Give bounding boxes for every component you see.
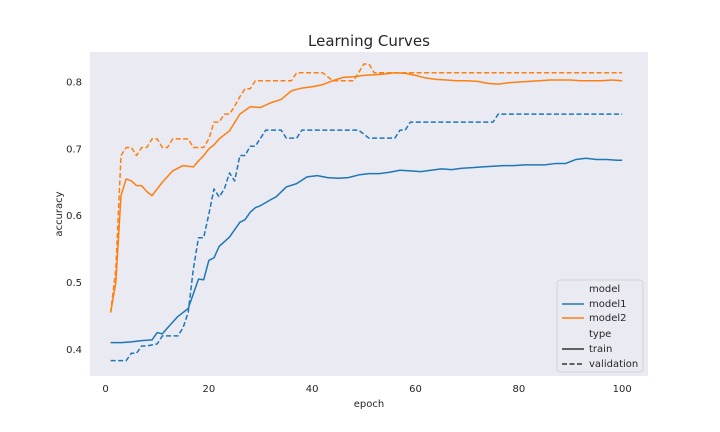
y-tick-label: 0.5 <box>66 278 82 289</box>
plot-area <box>90 52 648 376</box>
y-tick-label: 0.7 <box>66 144 82 155</box>
series-line-model2-validation <box>109 63 623 313</box>
legend: model model1 model2 type train validatio… <box>556 279 644 373</box>
x-axis-label: epoch <box>354 399 384 410</box>
x-tick-label: 60 <box>409 384 422 395</box>
y-tick-label: 0.6 <box>66 211 82 222</box>
legend-label-validation: validation <box>589 359 638 370</box>
series-line-model1-train <box>110 157 623 344</box>
x-tick-label: 20 <box>202 384 215 395</box>
y-tick-label: 0.4 <box>66 345 82 356</box>
legend-style-title: type <box>589 329 611 340</box>
y-tick-labels: 0.4 0.5 0.6 0.7 0.8 <box>66 78 82 356</box>
x-tick-label: 80 <box>512 384 525 395</box>
series-layer <box>109 63 623 362</box>
legend-label-model1: model1 <box>589 299 627 310</box>
x-tick-label: 40 <box>306 384 319 395</box>
legend-label-model2: model2 <box>589 313 627 324</box>
y-axis-label: accuracy <box>54 191 65 236</box>
legend-label-train: train <box>589 344 612 355</box>
x-tick-labels: 0 20 40 60 80 100 <box>102 384 631 395</box>
x-tick-label: 0 <box>102 384 108 395</box>
series-line-model1-validation <box>110 113 623 362</box>
legend-hue-title: model <box>589 284 620 295</box>
y-tick-label: 0.8 <box>66 78 82 89</box>
chart-title: Learning Curves <box>308 32 430 50</box>
x-tick-label: 100 <box>613 384 632 395</box>
series-line-model2-train <box>109 71 623 313</box>
